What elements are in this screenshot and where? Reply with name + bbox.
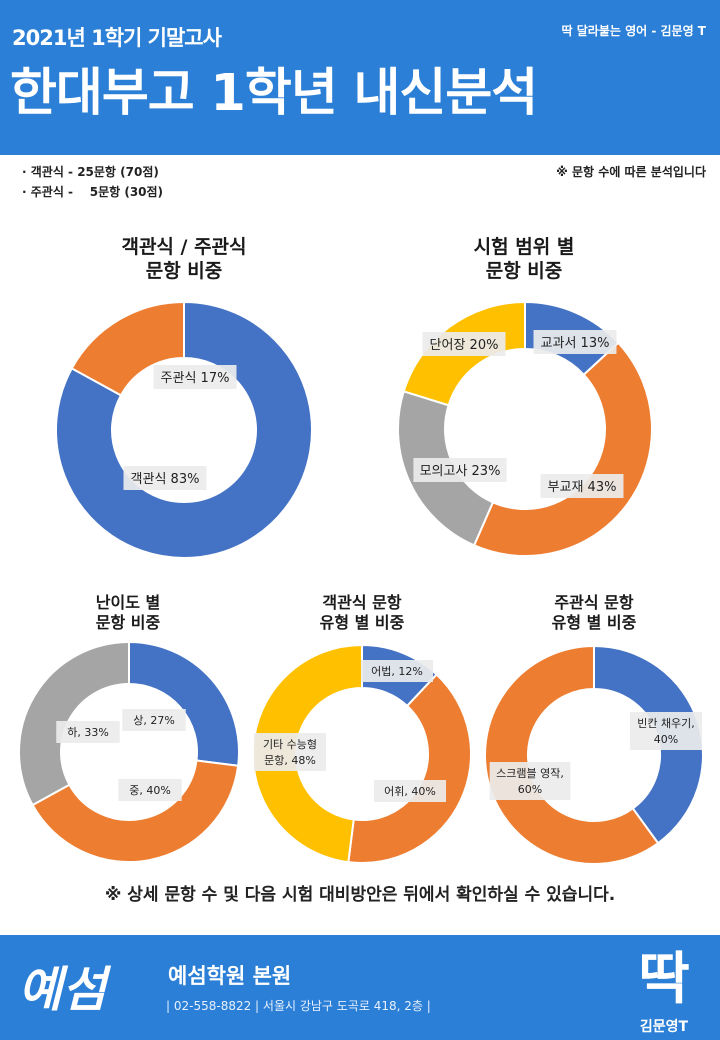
chart-2-title-line2: 문항 비중 <box>485 259 563 282</box>
chart-2-label-2: 부교재 43% <box>540 474 624 498</box>
chart-3-title-line1: 난이도 별 <box>95 593 161 612</box>
chart-5-slice-2 <box>484 644 660 865</box>
svg-text:중, 40%: 중, 40% <box>129 784 171 797</box>
footer-banner <box>0 935 720 1040</box>
chart-3-title-line2: 문항 비중 <box>95 613 161 632</box>
chart-5-title: 주관식 문항 유형 별 비중 <box>514 593 674 633</box>
chart-3-label-3: 하, 33% <box>56 721 120 743</box>
svg-text:단어장 20%: 단어장 20% <box>430 338 499 353</box>
analysis-note: ※ 문항 수에 따른 분석입니다 <box>556 165 706 179</box>
svg-text:교과서 13%: 교과서 13% <box>541 336 610 351</box>
svg-text:하, 33%: 하, 33% <box>67 725 109 739</box>
chart-1-title-line2: 문항 비중 <box>145 259 223 282</box>
chart-2-donut: 교과서 13% 부교재 43% 모의고사 23% 단어장 20% <box>397 300 653 557</box>
brand-name: 김문영T <box>639 1019 689 1035</box>
chart-1-label-2: 주관식 17% <box>153 365 237 389</box>
svg-text:객관식 83%: 객관식 83% <box>131 472 200 487</box>
chart-5-title-line1: 주관식 문항 <box>554 593 634 612</box>
svg-text:어법, 12%: 어법, 12% <box>371 665 423 678</box>
chart-4-title-line1: 객관식 문항 <box>322 593 402 612</box>
chart-5-title-line2: 유형 별 비중 <box>551 613 637 632</box>
brand-logo-glyph: 딱 <box>638 948 690 1006</box>
chart-2-label-3: 모의고사 23% <box>413 458 507 482</box>
chart-2-label-1: 교과서 13% <box>533 330 617 354</box>
chart-3-label-2: 중, 40% <box>118 779 182 801</box>
chart-4-label-1: 어법, 12% <box>360 660 434 682</box>
chart-3-title: 난이도 별 문항 비중 <box>48 593 208 633</box>
svg-text:기타 수능형: 기타 수능형 <box>263 738 317 751</box>
chart-3-slice-2 <box>31 759 240 863</box>
exam-subtitle: 2021년 1학기 기말고사 <box>12 26 222 50</box>
svg-text:빈칸 채우기,: 빈칸 채우기, <box>637 717 695 730</box>
brand-logo: 딱 <box>638 948 690 1006</box>
chart-4-title: 객관식 문항 유형 별 비중 <box>282 593 442 633</box>
chart-3-slice-1 <box>128 640 240 767</box>
academy-logo: 예섬 <box>18 962 107 1018</box>
svg-text:상, 27%: 상, 27% <box>133 714 175 727</box>
chart-3-label-1: 상, 27% <box>122 709 186 731</box>
chart-1-label-1: 객관식 83% <box>123 466 207 490</box>
chart-5-label-2: 스크램블 영작, 60% <box>489 762 571 800</box>
bottom-note: ※ 상세 문항 수 및 다음 시험 대비방안은 뒤에서 확인하실 수 있습니다. <box>104 885 616 905</box>
academy-name: 예섬학원 본원 <box>168 964 292 988</box>
svg-text:문항, 48%: 문항, 48% <box>264 754 316 767</box>
chart-4-label-2: 어휘, 40% <box>373 780 447 802</box>
chart-1-slice-1 <box>55 300 313 559</box>
chart-5-label-1: 빈칸 채우기, 40% <box>629 712 703 750</box>
chart-1-title-line1: 객관식 / 주관식 <box>121 236 247 258</box>
svg-text:어휘, 40%: 어휘, 40% <box>384 785 436 798</box>
svg-text:40%: 40% <box>654 733 678 746</box>
chart-2-title: 시험 범위 별 문항 비중 <box>424 236 624 284</box>
chart-5-slice-1 <box>593 644 704 845</box>
svg-text:60%: 60% <box>518 783 542 796</box>
info-objective: · 객관식 - 25문항 (70점) <box>22 165 159 179</box>
academy-contact: | 02-558-8822 | 서울시 강남구 도곡로 418, 2층 | <box>166 999 431 1013</box>
chart-2-title-line1: 시험 범위 별 <box>473 236 575 258</box>
chart-2-label-4: 단어장 20% <box>422 332 506 356</box>
chart-1-donut: 객관식 83% 주관식 17% <box>55 300 313 559</box>
author-label: 딱 달라붙는 영어 - 김문영 T <box>561 24 706 38</box>
svg-text:주관식 17%: 주관식 17% <box>161 371 230 386</box>
chart-3-donut: 상, 27% 중, 40% 하, 33% <box>18 640 240 863</box>
svg-text:모의고사 23%: 모의고사 23% <box>420 464 501 479</box>
svg-text:부교재 43%: 부교재 43% <box>548 480 617 495</box>
page-title: 한대부고 1학년 내신분석 <box>10 64 538 123</box>
info-subjective: · 주관식 - 5문항 (30점) <box>22 185 164 199</box>
svg-text:스크램블 영작,: 스크램블 영작, <box>496 767 564 780</box>
chart-4-title-line2: 유형 별 비중 <box>319 613 405 632</box>
chart-2-slice-2 <box>472 341 653 557</box>
chart-4-slice-2 <box>347 673 472 864</box>
chart-1-slice-2 <box>70 300 185 397</box>
chart-4-slice-3 <box>252 643 363 864</box>
chart-1-title: 객관식 / 주관식 문항 비중 <box>84 236 284 284</box>
chart-5-donut: 빈칸 채우기, 40% 스크램블 영작, 60% <box>484 644 704 865</box>
header-banner <box>0 0 720 155</box>
